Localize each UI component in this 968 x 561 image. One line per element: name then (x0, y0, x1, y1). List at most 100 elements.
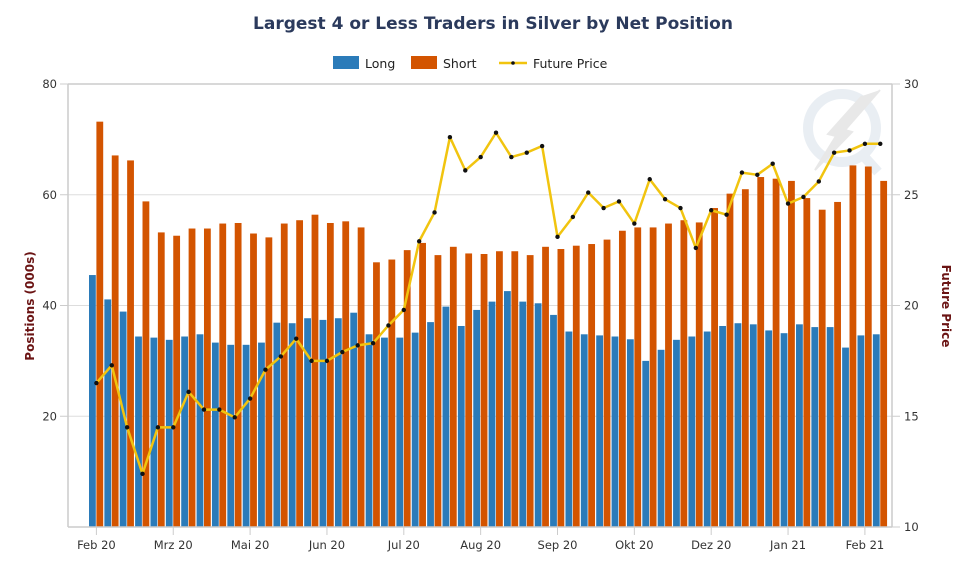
bar-long (596, 335, 604, 527)
bar-long (657, 349, 665, 527)
bar-short (757, 177, 765, 527)
future-price-point (724, 212, 729, 217)
future-price-point (232, 415, 237, 420)
bar-short (188, 228, 196, 527)
bar-short (250, 233, 257, 527)
future-price-point (831, 150, 837, 155)
bar-long (826, 327, 834, 527)
bar-long (642, 360, 650, 527)
bar-long (288, 323, 296, 527)
bar-short (203, 228, 211, 527)
bar-long (135, 336, 142, 527)
bar-long (350, 312, 358, 527)
bar-long (273, 322, 281, 527)
bar-long (258, 342, 265, 527)
future-price-point (294, 336, 299, 341)
bar-long (580, 334, 588, 527)
bar-long (780, 333, 788, 527)
bar-long (381, 337, 388, 527)
bar-long (396, 337, 404, 527)
bar-short (741, 189, 749, 527)
future-price-point (432, 210, 437, 215)
bar-long (565, 331, 573, 527)
future-price-point (539, 143, 545, 149)
future-price-point (217, 407, 222, 412)
bar-short (96, 121, 104, 527)
x-tick-label: Aug 20 (460, 538, 501, 552)
bar-short (618, 230, 626, 527)
future-price-point (755, 172, 760, 178)
bar-long (519, 301, 527, 527)
x-tick-label: Feb 21 (846, 538, 885, 552)
bar-short (588, 244, 596, 527)
bar-short (726, 193, 734, 527)
future-price-point (124, 425, 130, 430)
y-tick-label: 60 (42, 188, 57, 202)
future-price-point (862, 141, 868, 147)
bar-long (211, 342, 219, 527)
future-price-point (570, 214, 576, 220)
bar-short (388, 259, 396, 527)
y2-tick-label: 20 (904, 299, 919, 313)
y-tick-label: 20 (42, 409, 57, 423)
future-price-point (278, 354, 284, 359)
bar-short (173, 235, 181, 528)
bars (89, 121, 888, 528)
bar-short (480, 254, 488, 527)
future-price-point (263, 367, 268, 372)
future-price-point (509, 154, 514, 160)
bar-long (611, 336, 619, 527)
future-price-point (309, 358, 314, 364)
legend-item-short[interactable]: Short (411, 56, 477, 71)
legend-label-short: Short (443, 56, 477, 71)
bar-short (403, 250, 411, 527)
bar-short (265, 237, 273, 528)
bar-long (304, 318, 311, 527)
legend-label-future-price: Future Price (533, 56, 608, 71)
bar-long (765, 330, 773, 527)
bar-short (511, 251, 519, 528)
future-price-point (524, 150, 529, 155)
bar-short (788, 180, 795, 527)
bar-long (550, 314, 557, 527)
legend-marker-future-price (511, 61, 515, 65)
legend-item-long[interactable]: Long (333, 56, 395, 71)
future-price-point (340, 349, 345, 355)
bar-long (442, 306, 450, 527)
bar-short (342, 221, 350, 527)
y2-tick-label: 25 (904, 188, 919, 202)
x-tick-label: Feb 20 (77, 538, 116, 552)
bar-short (695, 222, 703, 527)
future-price-point (171, 425, 176, 430)
bar-long (165, 339, 173, 527)
bar-short (219, 223, 227, 528)
future-price-point (693, 245, 699, 251)
future-price-point (770, 161, 775, 166)
future-price-point (140, 471, 145, 477)
bar-short (680, 220, 688, 527)
future-price-point (493, 130, 499, 135)
future-price-point (739, 170, 745, 175)
bar-short (111, 155, 119, 527)
bar-short (419, 242, 426, 527)
x-tick-label: Jan 21 (769, 538, 806, 552)
x-tick-label: Okt 20 (615, 538, 654, 552)
legend-item-future-price[interactable]: Future Price (499, 56, 608, 71)
bar-long (626, 339, 634, 527)
bar-short (880, 180, 888, 527)
y2-tick-label: 30 (904, 77, 919, 91)
bar-short (572, 245, 580, 527)
future-price-point (847, 148, 852, 153)
y-tick-label: 40 (42, 299, 57, 313)
bar-long (411, 332, 419, 527)
future-price-point (386, 323, 391, 328)
future-price-point (647, 177, 652, 182)
bar-short (296, 220, 304, 527)
bar-long (227, 344, 235, 527)
future-price-line (95, 131, 881, 476)
bar-short (311, 214, 319, 527)
future-price-point (816, 179, 821, 184)
future-price-point (355, 343, 360, 348)
bar-short (803, 198, 811, 527)
future-price-point (463, 168, 468, 173)
